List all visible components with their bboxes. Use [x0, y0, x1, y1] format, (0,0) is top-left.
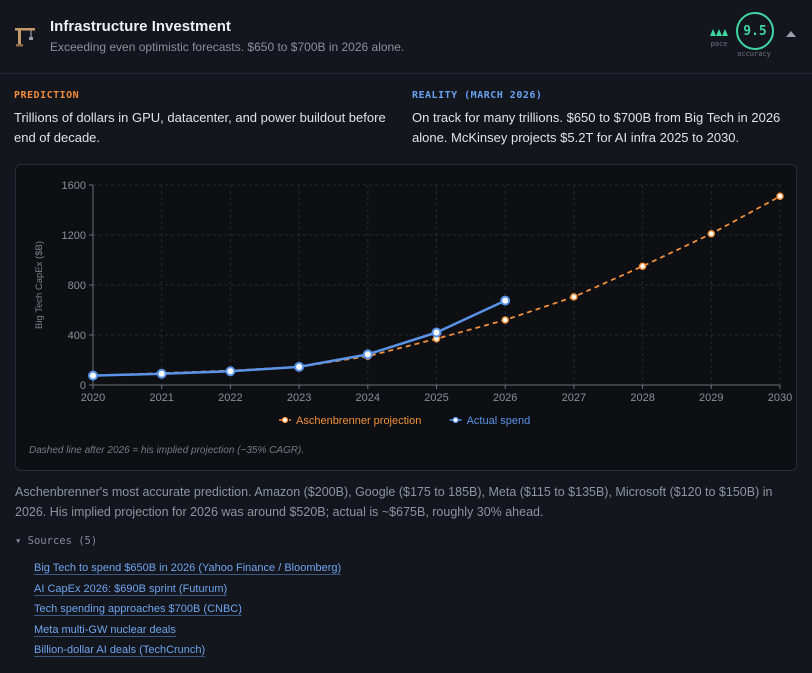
actual-spend-point — [225, 366, 236, 377]
x-tick-label: 2024 — [356, 392, 380, 404]
source-item: Billion-dollar AI deals (TechCrunch) — [34, 640, 341, 661]
summary-text: Aschenbrenner's most accurate prediction… — [15, 485, 773, 519]
projection-point — [501, 316, 509, 324]
x-tick-label: 2026 — [493, 392, 517, 404]
y-axis-label: Big Tech CapEx ($B) — [34, 241, 45, 329]
source-link[interactable]: AI CapEx 2026: $690B sprint (Futurum) — [34, 582, 228, 596]
pace-icon — [710, 29, 728, 36]
x-tick-label: 2022 — [218, 392, 242, 404]
y-tick-label: 1600 — [62, 180, 86, 192]
accuracy-score: 9.5 — [736, 12, 774, 50]
chart-note: Dashed line after 2026 = his implied pro… — [29, 445, 305, 456]
source-item: Tech spending approaches $700B (CNBC) — [34, 599, 341, 620]
legend-marker — [452, 416, 459, 424]
actual-spend-point — [431, 327, 442, 338]
source-link[interactable]: Billion-dollar AI deals (TechCrunch) — [34, 644, 206, 658]
source-link[interactable]: Big Tech to spend $650B in 2026 (Yahoo F… — [34, 562, 342, 575]
reality-text: On track for many trillions. $650 to $70… — [412, 110, 781, 145]
projection-point — [570, 293, 578, 301]
projection-point — [707, 230, 716, 238]
source-link[interactable]: Tech spending approaches $700B (CNBC) — [34, 603, 242, 617]
y-tick-label: 800 — [68, 280, 86, 292]
x-tick-label: 2027 — [562, 392, 586, 404]
card-subtitle: Exceeding even optimistic forecasts. $65… — [50, 40, 405, 54]
projection-point — [776, 192, 784, 200]
x-tick-label: 2030 — [768, 392, 792, 404]
sources-toggle-label: Sources (5) — [27, 535, 98, 547]
chevron-up-icon[interactable] — [786, 31, 796, 37]
source-item: AI CapEx 2026: $690B sprint (Futurum) — [34, 579, 341, 600]
source-item: Meta multi-GW nuclear deals — [34, 620, 341, 641]
source-link[interactable]: Meta multi-GW nuclear deals — [34, 623, 176, 637]
actual-spend-point — [500, 295, 511, 306]
pace-label: pace — [710, 40, 728, 48]
x-tick-label: 2023 — [287, 392, 311, 404]
actual-spend-point — [156, 368, 167, 379]
sources-list: Big Tech to spend $650B in 2026 (Yahoo F… — [34, 558, 342, 661]
y-tick-label: 1200 — [62, 230, 86, 242]
projection-point — [638, 262, 647, 270]
accuracy-label: accuracy — [737, 50, 771, 58]
actual-spend-point — [362, 349, 373, 360]
x-tick-label: 2028 — [630, 392, 654, 404]
prediction-text: Trillions of dollars in GPU, datacenter,… — [14, 110, 386, 145]
card-title: Infrastructure Investment — [50, 18, 231, 35]
x-tick-label: 2020 — [81, 392, 105, 404]
chart-card: 0 400 800 1200 1600 2020 2021 2022 2023 2024 2025 2… — [15, 164, 797, 471]
capex-line-chart: 0 400 800 1200 1600 2020 2021 2022 2023 2024 2025 2… — [34, 180, 792, 427]
x-tick-label: 2021 — [149, 392, 173, 404]
actual-spend-point — [88, 370, 98, 381]
x-tick-label: 2029 — [699, 392, 723, 404]
legend-marker — [281, 416, 289, 424]
card-header[interactable]: Infrastructure Investment Exceeding even… — [0, 0, 812, 74]
y-tick-label: 400 — [68, 330, 86, 342]
source-item: Big Tech to spend $650B in 2026 (Yahoo F… — [34, 558, 342, 579]
sources-toggle[interactable]: ▾ Sources (5) — [15, 535, 97, 547]
reality-label: REALITY (MARCH 2026) — [412, 90, 543, 101]
crane-icon — [15, 28, 35, 47]
x-tick-label: 2025 — [424, 392, 448, 404]
legend-label: Actual spend — [467, 415, 531, 427]
prediction-label: PREDICTION — [14, 90, 80, 101]
legend-label: Aschenbrenner projection — [296, 415, 421, 427]
y-tick-label: 0 — [80, 380, 86, 392]
caret-down-icon: ▾ — [15, 535, 22, 547]
actual-spend-point — [294, 361, 305, 372]
